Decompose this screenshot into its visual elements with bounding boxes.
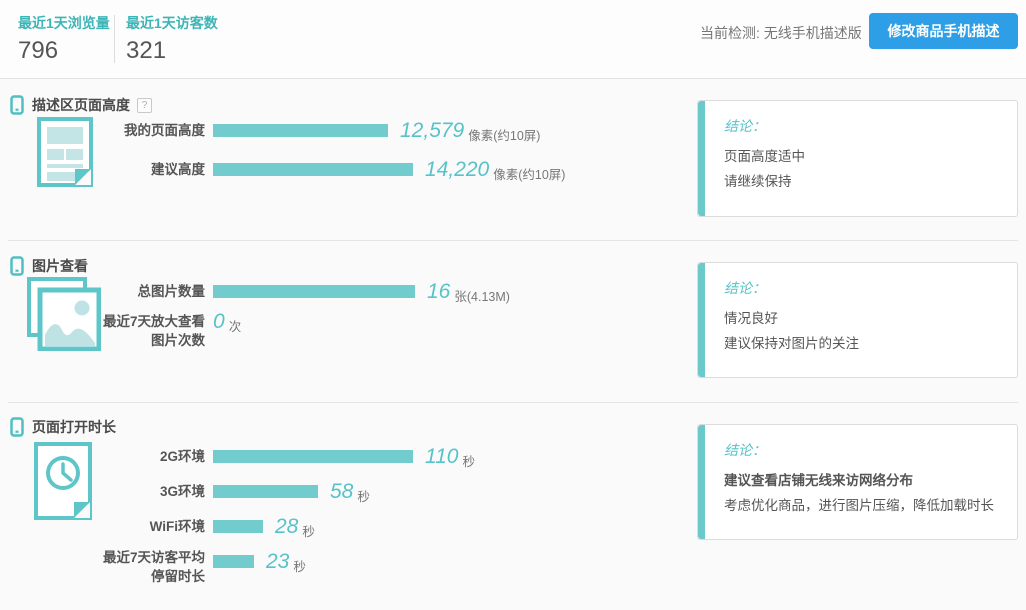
conclusion-line: 情况良好 (724, 311, 778, 326)
section-page-height-header: 描述区页面高度 ? (10, 95, 152, 115)
stat-pageviews-label: 最近1天浏览量 (18, 15, 110, 31)
document-layout-icon (37, 117, 93, 187)
metric-label: 总图片数量 (137, 284, 206, 299)
metric-bar (213, 520, 263, 533)
stat-visitors-label: 最近1天访客数 (126, 15, 218, 31)
conclusion-title: 结论： (724, 442, 766, 458)
current-check-label: 当前检测: 无线手机描述版? (700, 23, 884, 43)
metric-value: 110 (425, 445, 459, 468)
metric-unit: 秒 (462, 455, 475, 469)
metric-row: 2G环境 110 秒 (93, 445, 475, 470)
metric-bar (213, 124, 388, 137)
phone-icon (10, 417, 24, 437)
stat-pageviews-value: 796 (18, 37, 59, 64)
section-divider (8, 402, 1018, 403)
conclusion-accent-stripe (698, 101, 705, 216)
metric-value: 58 (330, 480, 354, 503)
metric-row: 最近7天访客平均停留时长 23 秒 (93, 548, 306, 586)
phone-icon (10, 95, 24, 115)
metric-unit: 像素(约10屏) (468, 129, 541, 143)
metric-label: WiFi环境 (149, 519, 205, 534)
metric-label: 3G环境 (159, 484, 205, 499)
conclusion-title: 结论： (724, 280, 766, 296)
stat-visitors-value: 321 (126, 37, 167, 64)
metric-bar (213, 285, 415, 298)
conclusion-box: 结论： 建议查看店铺无线来访网络分布 考虑优化商品，进行图片压缩，降低加载时长 (697, 424, 1018, 540)
metric-bar (213, 555, 254, 568)
metric-value: 16 (427, 280, 451, 303)
metric-unit: 秒 (293, 560, 306, 574)
metric-value: 14,220 (425, 158, 490, 181)
phone-icon (10, 256, 24, 276)
metric-value: 23 (266, 550, 290, 573)
stat-visitors: 最近1天访客数 321 (126, 13, 218, 65)
conclusion-accent-stripe (698, 425, 705, 539)
section-title: 页面打开时长 (32, 419, 116, 435)
metric-row: 总图片数量 16 张(4.13M) (93, 280, 510, 305)
section-divider (8, 240, 1018, 241)
conclusion-line: 考虑优化商品，进行图片压缩，降低加载时长 (724, 498, 994, 513)
metric-bar (213, 450, 413, 463)
metric-unit: 秒 (357, 490, 370, 504)
current-check-text: 当前检测: 无线手机描述版 (700, 25, 862, 41)
stat-pageviews: 最近1天浏览量 796 (18, 13, 110, 65)
metric-value: 12,579 (400, 119, 465, 142)
metric-label: 我的页面高度 (124, 123, 205, 138)
metric-row: 最近7天放大查看图片次数 0 次 (93, 310, 242, 350)
metric-row: 建议高度 14,220 像素(约10屏) (93, 158, 566, 183)
section-images-header: 图片查看 (10, 256, 88, 276)
conclusion-line: 建议保持对图片的关注 (724, 336, 859, 351)
conclusion-box: 结论： 情况良好 建议保持对图片的关注 (697, 262, 1018, 378)
metric-label: 2G环境 (159, 449, 205, 464)
conclusion-line: 页面高度适中 (724, 149, 805, 164)
stat-divider (114, 15, 115, 63)
section-open-time-header: 页面打开时长 (10, 417, 116, 437)
metric-row: WiFi环境 28 秒 (93, 515, 315, 540)
section-title: 描述区页面高度 (32, 97, 130, 113)
metric-unit: 秒 (302, 525, 315, 539)
metric-unit: 次 (228, 320, 242, 334)
section-title: 图片查看 (32, 258, 88, 274)
conclusion-title: 结论： (724, 118, 766, 134)
help-icon[interactable]: ? (137, 97, 152, 113)
metric-bar (213, 163, 413, 176)
conclusion-box: 结论： 页面高度适中 请继续保持 (697, 100, 1018, 217)
metric-unit: 像素(约10屏) (493, 168, 566, 182)
metric-label: 建议高度 (151, 162, 205, 177)
edit-description-button[interactable]: 修改商品手机描述 (869, 13, 1018, 49)
conclusion-line: 建议查看店铺无线来访网络分布 (724, 473, 913, 488)
metric-value: 0 (213, 310, 225, 333)
photo-stack-icon (27, 277, 101, 351)
conclusion-accent-stripe (698, 263, 705, 377)
conclusion-line: 请继续保持 (724, 174, 792, 189)
metric-label: 最近7天放大查看图片次数 (102, 314, 205, 348)
header: 最近1天浏览量 796 最近1天访客数 321 当前检测: 无线手机描述版? 修… (0, 0, 1026, 79)
metric-bar (213, 485, 318, 498)
metric-label: 最近7天访客平均停留时长 (102, 550, 205, 584)
metric-row: 3G环境 58 秒 (93, 480, 370, 505)
metric-unit: 张(4.13M) (454, 290, 510, 304)
page-load-clock-icon (34, 442, 92, 520)
metric-value: 28 (275, 515, 299, 538)
metric-row: 我的页面高度 12,579 像素(约10屏) (93, 119, 541, 144)
